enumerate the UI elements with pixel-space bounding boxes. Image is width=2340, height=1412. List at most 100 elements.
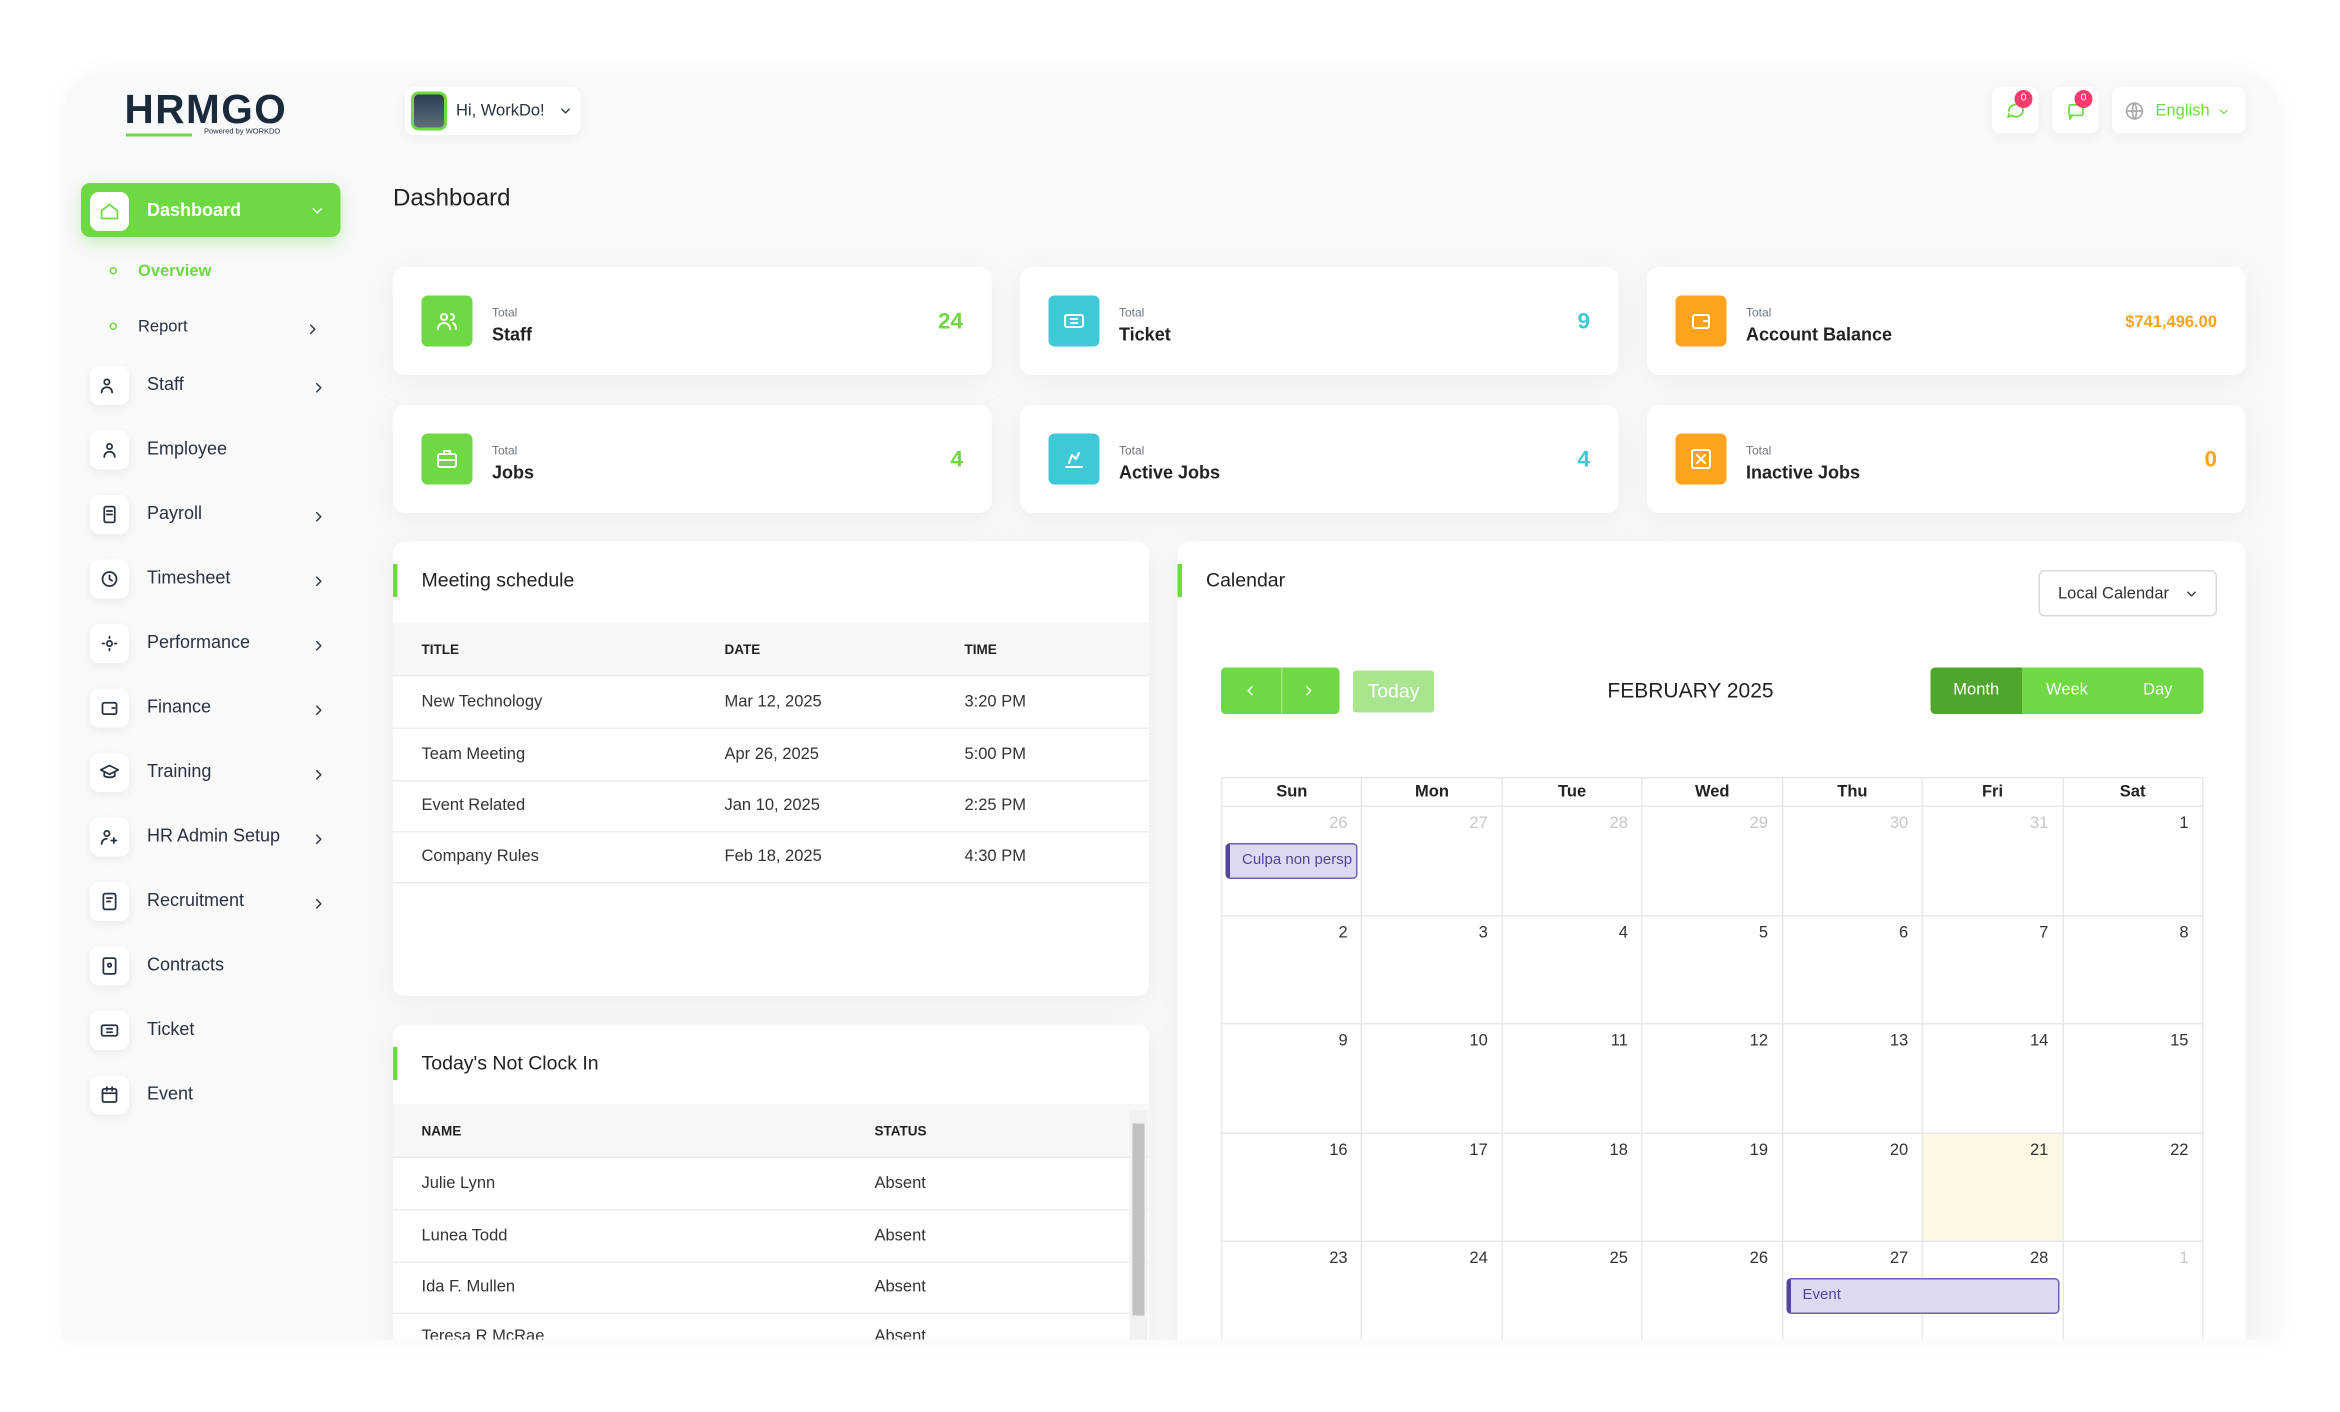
- day-cell[interactable]: [1361, 1023, 1503, 1134]
- table-cell: 5:00 PM: [964, 745, 1026, 764]
- day-number: 11: [1610, 1032, 1628, 1051]
- icon: [100, 1024, 119, 1037]
- icon: [316, 705, 322, 716]
- stat-caption: Total: [492, 306, 518, 320]
- day-cell[interactable]: [1641, 1023, 1784, 1134]
- icon: [312, 208, 323, 214]
- table-row-divider: [393, 1261, 1149, 1263]
- sidebar-label[interactable]: Finance: [147, 696, 212, 717]
- today-button[interactable]: Today: [1353, 670, 1434, 713]
- day-number: 30: [1889, 814, 1909, 833]
- icon: [100, 378, 113, 394]
- icon: [102, 957, 117, 975]
- icon: [1064, 314, 1084, 328]
- day-cell[interactable]: [2061, 1241, 2204, 1340]
- table-row-divider: [393, 1209, 1149, 1211]
- avatar: [411, 91, 447, 131]
- table-cell: Jan 10, 2025: [724, 796, 820, 815]
- sidebar-label[interactable]: Recruitment: [147, 889, 245, 911]
- icon: [1065, 452, 1083, 468]
- greeting: Hi, WorkDo!: [456, 102, 545, 120]
- table-head: [393, 1104, 1149, 1158]
- sidebar-icon-bg: [90, 688, 129, 728]
- table-card: [393, 1024, 1149, 1340]
- view-button[interactable]: Month: [1930, 667, 2022, 714]
- table-header: STATUS: [874, 1123, 927, 1139]
- calendar-event[interactable]: Culpa non persp: [1225, 843, 1359, 879]
- day-cell[interactable]: [1221, 914, 1363, 1025]
- sidebar-icon-bg: [90, 753, 129, 792]
- sidebar-label[interactable]: Payroll: [147, 502, 203, 524]
- sidebar-label[interactable]: Staff: [147, 373, 184, 395]
- submenu-label[interactable]: Overview: [138, 262, 212, 281]
- day-cell[interactable]: [1921, 805, 2064, 916]
- prev-button[interactable]: [1221, 667, 1281, 714]
- day-cell[interactable]: [1641, 914, 1784, 1025]
- table-cell: Lunea Todd: [421, 1227, 508, 1245]
- table-cell: Teresa R McRae: [421, 1327, 545, 1340]
- table-cell: 4:30 PM: [964, 847, 1026, 866]
- submenu-label[interactable]: Report: [138, 318, 188, 336]
- stat-card: [1020, 405, 1619, 513]
- stat-label: Ticket: [1119, 324, 1171, 345]
- sidebar-label[interactable]: Timesheet: [147, 567, 231, 588]
- view-button[interactable]: Day: [2112, 667, 2204, 714]
- icon: [99, 764, 120, 779]
- day-cell[interactable]: [1361, 914, 1503, 1025]
- day-number: 15: [2170, 1032, 2189, 1051]
- day-cell[interactable]: [2061, 1132, 2204, 1243]
- day-cell[interactable]: [1781, 914, 1924, 1025]
- icon: [1691, 449, 1711, 469]
- icon: [2219, 109, 2228, 114]
- table-cell: Mar 12, 2025: [724, 693, 822, 711]
- card-title: Calendar: [1206, 568, 1286, 592]
- table-head: [393, 622, 1149, 677]
- day-number: 12: [1749, 1032, 1769, 1051]
- sidebar-label[interactable]: Performance: [147, 631, 251, 653]
- stat-card: [393, 405, 992, 513]
- day-cell[interactable]: [1221, 1241, 1363, 1340]
- sidebar-label[interactable]: Contracts: [147, 954, 225, 975]
- stat-card: [393, 267, 992, 375]
- day-number: 3: [1478, 923, 1488, 942]
- day-number: 23: [1329, 1250, 1348, 1269]
- table-row-divider: [393, 727, 1149, 729]
- day-cell[interactable]: [1361, 1241, 1503, 1340]
- calendar-source-select[interactable]: [2038, 570, 2217, 617]
- sidebar-label[interactable]: Employee: [147, 438, 228, 459]
- day-cell[interactable]: [1921, 1023, 2064, 1134]
- icon: [2187, 591, 2196, 597]
- sidebar-label[interactable]: Training: [147, 760, 212, 782]
- submenu-dot: [109, 322, 117, 330]
- sidebar-label[interactable]: Event: [147, 1083, 194, 1104]
- day-cell[interactable]: [1501, 805, 1643, 916]
- day-number: 22: [2170, 1141, 2189, 1160]
- sidebar-icon-bg: [90, 192, 129, 231]
- stat-caption: Total: [492, 444, 518, 458]
- view-button[interactable]: Week: [2021, 667, 2113, 714]
- calendar-source: Local Calendar: [2058, 585, 2169, 603]
- table-header: DATE: [724, 642, 761, 657]
- day-cell[interactable]: [1781, 805, 1924, 916]
- day-number: 1: [2179, 814, 2189, 833]
- sidebar-label: Dashboard: [147, 199, 242, 221]
- stat-label: Account Balance: [1746, 324, 1893, 345]
- notification-badge: 0: [2014, 90, 2033, 108]
- sidebar-label[interactable]: HR Admin Setup: [147, 825, 281, 846]
- icon: [101, 1086, 118, 1103]
- day-cell[interactable]: [1361, 805, 1503, 916]
- day-cell[interactable]: [1501, 1241, 1643, 1340]
- sidebar-label[interactable]: Ticket: [147, 1018, 195, 1040]
- day-cell[interactable]: [2061, 1023, 2204, 1134]
- stat-icon-bg: [421, 295, 473, 347]
- logo-tagline: Powered by WORKDO: [204, 127, 281, 137]
- card-title: Today's Not Clock In: [421, 1051, 599, 1075]
- day-cell[interactable]: [1501, 1132, 1643, 1243]
- stat-label: Jobs: [492, 462, 535, 483]
- calendar-event[interactable]: Event: [1786, 1278, 2059, 1315]
- stat-label: Inactive Jobs: [1746, 462, 1861, 483]
- day-number: 28: [2029, 1250, 2049, 1269]
- day-cell[interactable]: [1361, 1132, 1503, 1243]
- day-number: 28: [1609, 814, 1628, 833]
- icon: [437, 450, 457, 468]
